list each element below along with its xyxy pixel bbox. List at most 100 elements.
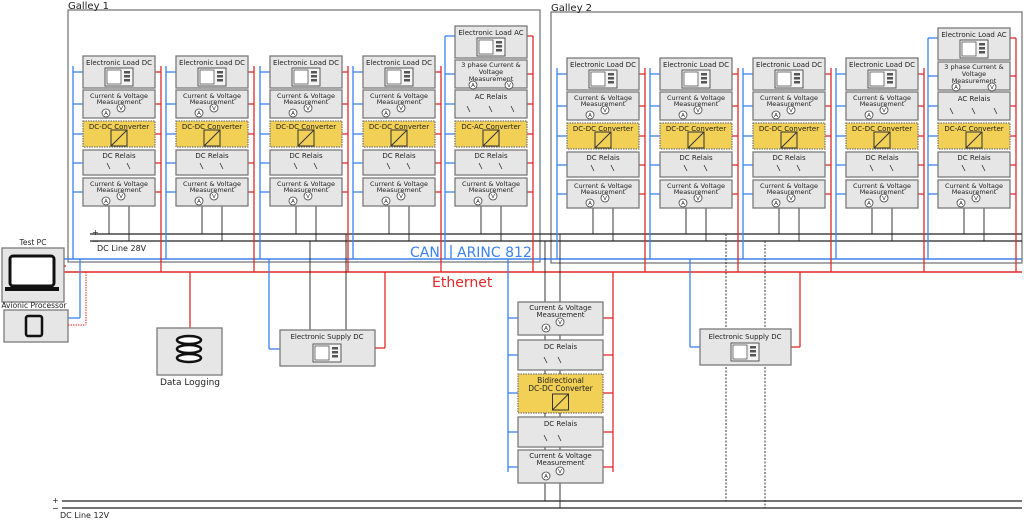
electronic-load-ac-label: Electronic Load AC bbox=[458, 29, 523, 37]
instrument-button bbox=[979, 51, 985, 54]
switch-icon bbox=[106, 162, 111, 170]
cv-label-1: Current & Voltage bbox=[370, 180, 428, 188]
laptop-icon bbox=[8, 254, 56, 288]
cv-label-1: Current & Voltage bbox=[760, 182, 818, 190]
ammeter-icon bbox=[864, 110, 874, 120]
cv-label-1: Current & Voltage bbox=[853, 94, 911, 102]
dc-relais bbox=[659, 151, 733, 178]
voltmeter-icon bbox=[396, 191, 406, 201]
ammeter-icon-label: A bbox=[867, 113, 871, 119]
dc-relais bbox=[517, 339, 604, 371]
ammeter-icon-label: A bbox=[681, 113, 685, 119]
converter-label: DC-DC Converter bbox=[369, 123, 429, 131]
switch-icon bbox=[466, 105, 471, 113]
converter-diagonal bbox=[482, 129, 500, 147]
switch-icon bbox=[498, 162, 503, 170]
three-phase-measurement bbox=[454, 59, 528, 89]
converter-label: DC-DC Converter bbox=[759, 125, 819, 133]
instrument-button bbox=[404, 71, 410, 74]
cv-label-1: Current & Voltage bbox=[277, 180, 335, 188]
voltmeter-icon-label: V bbox=[558, 469, 562, 475]
cv-label-2: Measurement bbox=[674, 100, 719, 108]
ammeter-icon-label: A bbox=[197, 111, 201, 117]
ammeter-icon bbox=[678, 198, 688, 208]
instrument-button bbox=[701, 77, 707, 80]
cv-label-2: Measurement bbox=[536, 311, 584, 319]
ac-relais bbox=[454, 89, 528, 119]
cv-label-1: Current & Voltage bbox=[370, 92, 428, 100]
dc-dc-converter bbox=[752, 122, 826, 150]
dc-relais-label: DC Relais bbox=[544, 420, 578, 428]
ammeter-icon-label: A bbox=[588, 113, 592, 119]
instrument-button bbox=[311, 79, 317, 82]
instrument-button bbox=[124, 79, 130, 82]
dc-relais bbox=[454, 149, 528, 176]
instrument-screen bbox=[776, 71, 792, 87]
converter-icon bbox=[390, 129, 408, 147]
avionic-processor-label: Avionic Processor bbox=[1, 301, 67, 310]
dc12-plus-sign: + bbox=[52, 496, 59, 505]
ammeter-icon bbox=[288, 196, 298, 206]
electronic-load-dc-label: Electronic Load DC bbox=[663, 61, 729, 69]
voltmeter-icon bbox=[116, 103, 126, 113]
switch-icon bbox=[949, 107, 954, 115]
instrument-button bbox=[332, 355, 338, 358]
voltmeter-icon bbox=[303, 191, 313, 201]
can-label: CAN bbox=[410, 245, 440, 261]
current-voltage-measurement bbox=[269, 177, 343, 207]
electronic-load-dc-label: Electronic Load DC bbox=[756, 61, 822, 69]
ammeter-icon bbox=[771, 198, 781, 208]
cv-label-2: Measurement bbox=[860, 100, 905, 108]
voltmeter-icon-label: V bbox=[491, 194, 495, 200]
converter-label: DC-DC Converter bbox=[573, 125, 633, 133]
voltmeter-icon-label: V bbox=[306, 106, 310, 112]
voltmeter-icon bbox=[303, 103, 313, 113]
voltmeter-icon-label: V bbox=[306, 194, 310, 200]
dc-dc-converter bbox=[269, 120, 343, 148]
voltmeter-icon bbox=[209, 103, 219, 113]
ammeter-icon-label: A bbox=[104, 199, 108, 205]
ammeter-icon bbox=[381, 196, 391, 206]
switch-icon bbox=[488, 105, 493, 113]
converter-diagonal bbox=[780, 131, 798, 149]
cv-label-2: Measurement bbox=[952, 188, 997, 196]
instrument-screen bbox=[478, 39, 494, 55]
switch-icon bbox=[126, 162, 131, 170]
dc-relais-label: DC Relais bbox=[544, 343, 578, 351]
switch-icon bbox=[993, 107, 998, 115]
dc12-minus-sign: − bbox=[52, 504, 59, 513]
switch-icon bbox=[610, 164, 615, 172]
ac-relais bbox=[937, 91, 1011, 121]
instrument-screen bbox=[106, 69, 122, 85]
test-pc-label: Test PC bbox=[19, 238, 47, 247]
voltmeter-icon-label: V bbox=[399, 194, 403, 200]
electronic-supply-dc-1 bbox=[279, 329, 376, 367]
electronic-supply-dc-1-label: Electronic Supply DC bbox=[290, 333, 363, 341]
switch-icon bbox=[776, 164, 781, 172]
voltmeter-icon bbox=[786, 193, 796, 203]
instrument-button bbox=[332, 351, 338, 354]
cv-label-1: Current & Voltage bbox=[574, 94, 632, 102]
switch-icon bbox=[293, 162, 298, 170]
electronic-load-dc-label: Electronic Load DC bbox=[273, 59, 339, 67]
switch-icon bbox=[406, 162, 411, 170]
current-voltage-measurement bbox=[566, 179, 640, 209]
ammeter-icon bbox=[101, 108, 111, 118]
ammeter-icon bbox=[473, 196, 483, 206]
converter-diagonal bbox=[203, 129, 221, 147]
ammeter-icon bbox=[771, 110, 781, 120]
voltmeter-icon-label: V bbox=[603, 108, 607, 114]
dc28-label: DC Line 28V bbox=[97, 244, 147, 253]
ammeter-icon-label: A bbox=[867, 201, 871, 207]
switch-icon bbox=[510, 105, 515, 113]
cv-label-2: Measurement bbox=[767, 100, 812, 108]
instrument-button bbox=[701, 73, 707, 76]
current-voltage-measurement bbox=[454, 177, 528, 207]
current-voltage-measurement bbox=[752, 179, 826, 209]
current-voltage-measurement bbox=[845, 179, 919, 209]
voltmeter-icon bbox=[396, 103, 406, 113]
ammeter-icon bbox=[194, 108, 204, 118]
database-icon bbox=[175, 343, 203, 355]
voltmeter-icon-label: V bbox=[990, 85, 994, 91]
